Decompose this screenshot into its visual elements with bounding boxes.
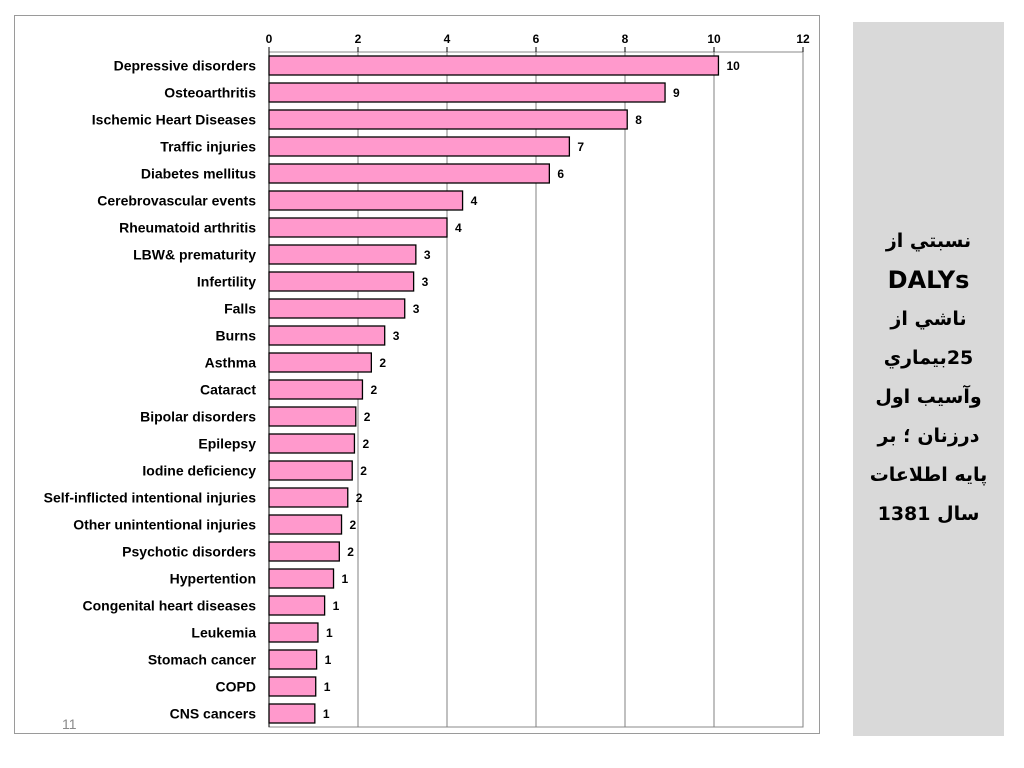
side-line: درزنان ؛ بر [877, 425, 980, 447]
data-label: 10 [726, 59, 740, 73]
bar [268, 244, 417, 265]
bar [268, 298, 406, 319]
data-label: 1 [325, 653, 332, 667]
category-label: Bipolar disorders [140, 409, 256, 425]
data-label: 2 [362, 437, 369, 451]
side-line: نسبتي از [885, 230, 972, 252]
x-tick-label: 6 [533, 32, 540, 46]
bar [268, 487, 349, 508]
bar [268, 406, 357, 427]
category-label: Falls [224, 301, 256, 317]
data-label: 3 [424, 248, 431, 262]
data-label: 6 [557, 167, 564, 181]
x-tick-label: 0 [266, 32, 273, 46]
data-label: 3 [413, 302, 420, 316]
bar [268, 55, 720, 76]
bar [268, 568, 335, 589]
bar [268, 379, 364, 400]
side-line: وآسيب اول [875, 386, 982, 408]
bar [268, 136, 571, 157]
side-line: پايه اطلاعات [869, 464, 988, 486]
data-label: 2 [370, 383, 377, 397]
bar [268, 190, 464, 211]
data-label: 1 [326, 626, 333, 640]
data-label: 4 [471, 194, 478, 208]
x-tick-label: 2 [355, 32, 362, 46]
category-label: Cerebrovascular events [97, 193, 256, 209]
data-label: 2 [347, 545, 354, 559]
category-label: Burns [216, 328, 257, 344]
category-label: Congenital heart diseases [82, 598, 256, 614]
category-label: CNS cancers [170, 706, 257, 722]
data-label: 2 [360, 464, 367, 478]
side-panel: نسبتي از DALYs ناشي از 25بيماري وآسيب او… [853, 22, 1004, 736]
bar [268, 541, 340, 562]
category-label: Rheumatoid arthritis [119, 220, 256, 236]
data-label: 8 [635, 113, 642, 127]
category-label: Stomach cancer [148, 652, 257, 668]
data-label: 2 [379, 356, 386, 370]
bar [268, 460, 353, 481]
x-tick-label: 12 [796, 32, 810, 46]
side-line: 25بيماري [883, 347, 974, 369]
bar [268, 514, 343, 535]
x-tick-label: 10 [707, 32, 721, 46]
data-label: 1 [333, 599, 340, 613]
data-label: 9 [673, 86, 680, 100]
category-label: COPD [216, 679, 256, 695]
category-label: LBW& prematurity [133, 247, 256, 263]
x-tick-label: 4 [444, 32, 451, 46]
side-line: سال 1381 [877, 503, 980, 525]
bar [268, 676, 317, 697]
bar [268, 433, 356, 454]
data-label: 7 [577, 140, 584, 154]
bar [268, 649, 318, 670]
bar [268, 82, 666, 103]
bar [268, 271, 415, 292]
bar [268, 703, 316, 724]
data-label: 1 [342, 572, 349, 586]
category-label: Self-inflicted intentional injuries [44, 490, 257, 506]
side-line: ناشي از [890, 308, 967, 330]
data-label: 4 [455, 221, 462, 235]
bar [268, 217, 448, 238]
category-label: Osteoarthritis [164, 85, 256, 101]
category-label: Other unintentional injuries [73, 517, 256, 533]
bar [268, 352, 372, 373]
data-label: 3 [422, 275, 429, 289]
category-label: Infertility [197, 274, 256, 290]
bar [268, 109, 628, 130]
category-label: Ischemic Heart Diseases [92, 112, 256, 128]
side-line: DALYs [887, 266, 970, 294]
category-label: Traffic injuries [160, 139, 256, 155]
category-label: Depressive disorders [114, 58, 257, 74]
data-label: 2 [356, 491, 363, 505]
chart-frame: 0 2 4 6 8 10 12 Depressive disorders 10 Osteoarth… [14, 15, 820, 734]
data-label: 2 [364, 410, 371, 424]
side-panel-text: نسبتي از DALYs ناشي از 25بيماري وآسيب او… [853, 222, 1004, 534]
category-label: Iodine deficiency [142, 463, 256, 479]
category-label: Epilepsy [198, 436, 256, 452]
bar [268, 622, 319, 643]
category-label: Diabetes mellitus [141, 166, 256, 182]
category-label: Cataract [200, 382, 256, 398]
category-label: Leukemia [191, 625, 256, 641]
data-label: 1 [324, 680, 331, 694]
category-label: Psychotic disorders [122, 544, 256, 560]
data-label: 2 [350, 518, 357, 532]
bar [268, 163, 551, 184]
slide-number: 11 [62, 716, 77, 732]
category-label: Asthma [205, 355, 257, 371]
bar [268, 595, 326, 616]
x-tick-label: 8 [622, 32, 629, 46]
data-label: 3 [393, 329, 400, 343]
bar [268, 325, 386, 346]
category-label: Hypertention [170, 571, 256, 587]
data-label: 1 [323, 707, 330, 721]
